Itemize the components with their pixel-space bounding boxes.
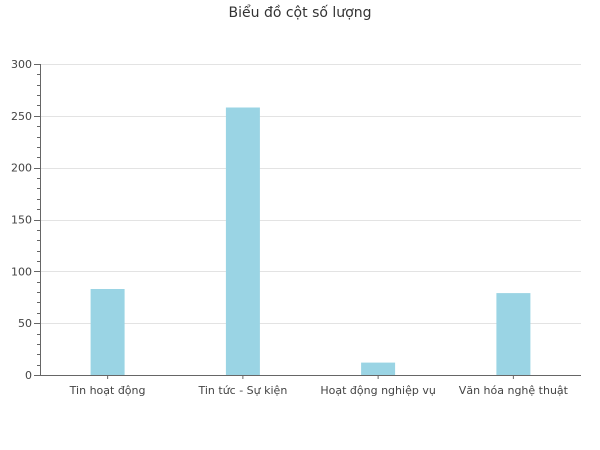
- label-layer: 0 50 100 150 200 250 300 Tin hoạt động Tin tức -…: [11, 58, 569, 397]
- x-category-label: Hoạt động nghiệp vụ: [320, 384, 435, 397]
- bar-1: [225, 107, 260, 375]
- bar-0: [90, 289, 125, 375]
- bar-2: [361, 362, 396, 375]
- y-tick-label: 0: [25, 369, 32, 382]
- bar-layer: [90, 107, 531, 375]
- x-category-label: Tin hoạt động: [69, 384, 146, 397]
- x-category-label: Văn hóa nghệ thuật: [459, 384, 569, 397]
- y-tick-label: 250: [11, 110, 32, 123]
- y-tick-label: 150: [11, 214, 32, 227]
- y-tick-label: 300: [11, 58, 32, 71]
- y-tick-label: 200: [11, 162, 32, 175]
- bar-3: [496, 293, 531, 375]
- x-category-label: Tin tức - Sự kiện: [197, 384, 287, 397]
- axis-layer: [34, 64, 581, 379]
- chart-title: Biểu đồ cột số lượng: [228, 5, 372, 21]
- grid-layer: [40, 64, 581, 324]
- y-tick-label: 100: [11, 265, 32, 278]
- y-tick-label: 50: [18, 317, 32, 330]
